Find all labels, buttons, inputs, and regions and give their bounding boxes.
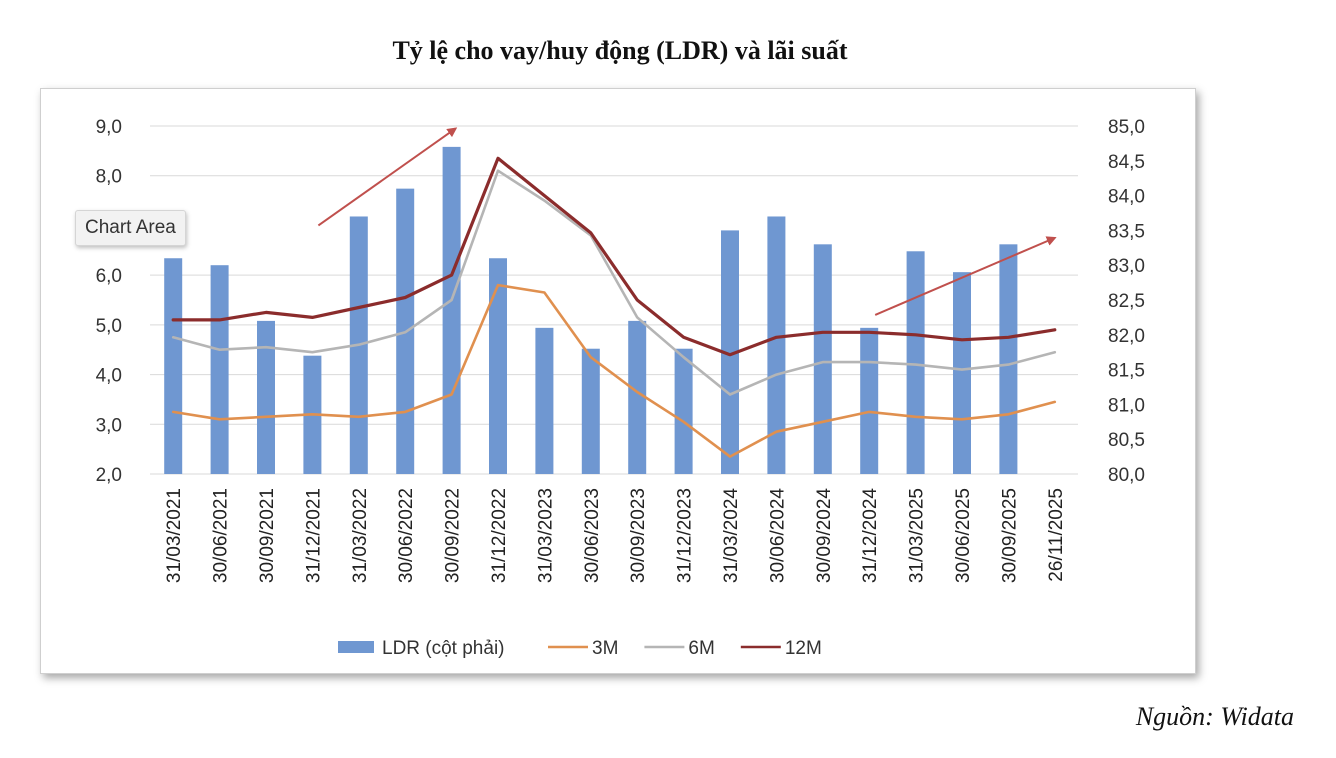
x-tick-label: 31/12/2024 — [860, 488, 881, 584]
x-tick-label: 30/06/2023 — [582, 488, 603, 583]
x-tick-label: 30/09/2021 — [257, 488, 278, 583]
left-axis-ticks: 2,0 3,0 4,0 5,0 6,0 8,0 9,0 — [96, 117, 122, 486]
trend-arrow — [874, 236, 1057, 316]
ldr-bar — [860, 327, 879, 474]
x-tick-label: 31/12/2022 — [489, 488, 510, 583]
interest-lines — [171, 156, 1057, 458]
left-tick-label: 3,0 — [96, 415, 122, 436]
x-axis-ticks: 31/03/2021 30/06/2021 30/09/2021 31/12/2021… — [164, 488, 1067, 584]
ldr-bar — [628, 320, 647, 474]
x-tick-label: 30/06/2021 — [211, 488, 232, 583]
series-line-12m — [171, 156, 1057, 357]
legend-label: 6M — [688, 638, 714, 659]
series-line-6m — [171, 169, 1057, 396]
gridlines — [150, 125, 1078, 475]
right-tick-label: 80,5 — [1108, 430, 1145, 451]
x-tick-label: 30/06/2025 — [953, 488, 974, 583]
x-tick-label: 31/12/2023 — [675, 488, 696, 583]
left-tick-label: 9,0 — [96, 117, 122, 138]
right-tick-label: 81,0 — [1108, 395, 1145, 416]
x-tick-label: 31/03/2022 — [350, 488, 371, 583]
legend-label: 12M — [785, 638, 822, 659]
legend-swatch-ldr — [338, 641, 374, 653]
legend-label: LDR (cột phải) — [382, 638, 505, 659]
right-tick-label: 82,0 — [1108, 326, 1145, 347]
ldr-bar — [581, 348, 600, 474]
x-tick-label: 31/03/2023 — [535, 488, 556, 583]
left-tick-label: 4,0 — [96, 366, 122, 387]
source-note: Nguồn: Widata — [1135, 702, 1294, 731]
right-tick-label: 82,5 — [1108, 291, 1145, 312]
ldr-bar — [210, 265, 229, 474]
left-tick-label: 8,0 — [96, 167, 122, 188]
trend-arrow — [317, 127, 458, 227]
x-tick-label: 31/03/2024 — [721, 488, 742, 584]
ldr-bar — [721, 230, 739, 474]
right-tick-label: 81,5 — [1108, 361, 1145, 382]
left-tick-label: 6,0 — [96, 266, 122, 287]
series-line-3m — [171, 283, 1057, 458]
ldr-bar — [164, 258, 183, 474]
ldr-bar — [953, 272, 971, 474]
x-tick-label: 30/06/2022 — [396, 488, 417, 583]
left-tick-label: 2,0 — [96, 465, 122, 486]
trend-arrows — [317, 127, 1057, 316]
x-tick-label: 30/06/2024 — [767, 488, 788, 584]
right-tick-label: 84,5 — [1108, 152, 1145, 173]
x-tick-label: 31/03/2021 — [164, 488, 185, 583]
right-axis-ticks: 80,0 80,5 81,0 81,5 82,0 82,5 83,0 83,5 84,0 84,5… — [1108, 117, 1145, 486]
x-tick-label: 30/09/2025 — [999, 488, 1020, 583]
ldr-bar — [813, 244, 832, 474]
legend: LDR (cột phải) 3M 6M 12M — [338, 638, 822, 659]
legend-label: 3M — [592, 638, 618, 659]
x-tick-label: 31/12/2021 — [303, 488, 324, 583]
ldr-bar — [257, 320, 275, 474]
chart-title: Tỷ lệ cho vay/huy động (LDR) và lãi suất — [392, 36, 848, 65]
x-tick-label: 30/09/2023 — [628, 488, 649, 583]
right-tick-label: 80,0 — [1108, 465, 1145, 486]
ldr-bar — [767, 216, 786, 475]
ldr-bar — [674, 348, 693, 474]
x-tick-label: 30/09/2024 — [814, 488, 835, 584]
left-tick-label: 5,0 — [96, 316, 122, 337]
ldr-bar — [489, 258, 507, 474]
right-tick-label: 85,0 — [1108, 117, 1145, 138]
ldr-bar — [999, 244, 1018, 474]
x-tick-label: 30/09/2022 — [443, 488, 464, 583]
right-tick-label: 83,5 — [1108, 221, 1145, 242]
right-tick-label: 84,0 — [1108, 187, 1145, 208]
x-tick-label: 26/11/2025 — [1046, 488, 1067, 582]
x-tick-label: 31/03/2025 — [907, 488, 928, 583]
ldr-bar — [442, 146, 461, 474]
ldr-bars — [164, 146, 1018, 475]
ldr-bar — [906, 251, 925, 474]
chart-area-tooltip: Chart Area — [75, 210, 186, 246]
ldr-bar — [535, 327, 554, 474]
right-tick-label: 83,0 — [1108, 256, 1145, 277]
